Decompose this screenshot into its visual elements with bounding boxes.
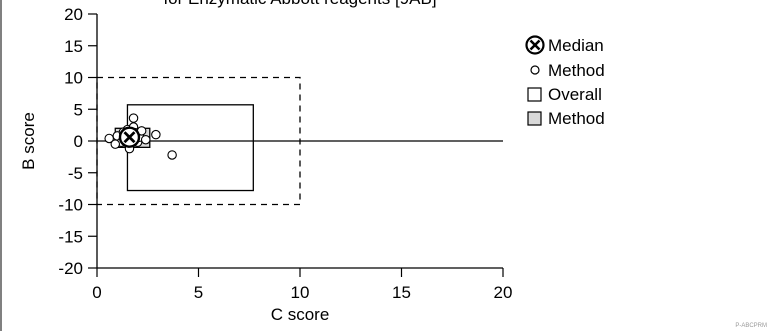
legend-label-method-box: Method xyxy=(548,109,605,128)
legend-median-icon xyxy=(525,35,545,55)
legend-overall-box-icon xyxy=(527,87,542,102)
footer-code: P-ABCPRM xyxy=(735,323,767,329)
method-point-14 xyxy=(151,129,161,140)
chart-title: for Enzymatic Abbott reagents [9AB] xyxy=(163,0,436,8)
x-tick-label-2: 10 xyxy=(291,283,310,302)
method-point-13 xyxy=(140,134,151,145)
y-axis-title: B score xyxy=(19,112,38,170)
legend-method-box-icon xyxy=(527,111,542,126)
legend-method-point-icon xyxy=(530,65,540,75)
y-tick-label-6: -10 xyxy=(58,196,83,215)
x-tick-label-4: 20 xyxy=(494,283,513,302)
median-cross-b xyxy=(123,131,136,144)
y-ticks: 20 15 10 5 0 -5 -10 -15 -20 xyxy=(58,5,97,278)
y-tick-label-1: 15 xyxy=(64,37,83,56)
method-points xyxy=(104,113,177,160)
x-tick-label-1: 5 xyxy=(194,283,203,302)
y-tick-label-8: -20 xyxy=(58,259,83,278)
legend-label-median: Median xyxy=(548,36,604,55)
method-point-15 xyxy=(167,150,177,160)
method-point-7 xyxy=(128,113,139,123)
y-tick-label-3: 5 xyxy=(74,100,83,119)
x-tick-label-0: 0 xyxy=(92,283,101,302)
x-axis-title: C score xyxy=(271,305,330,324)
median-marker xyxy=(118,126,141,148)
method-point-16 xyxy=(110,139,121,149)
x-tick-label-3: 15 xyxy=(392,283,411,302)
legend-label-overall: Overall xyxy=(548,85,602,104)
x-ticks: 0 5 10 15 20 xyxy=(92,268,512,302)
y-tick-label-0: 20 xyxy=(64,5,83,24)
legend-label-method-points: Method xyxy=(548,61,605,80)
y-tick-label-4: 0 xyxy=(74,132,83,151)
y-tick-label-2: 10 xyxy=(64,69,83,88)
y-tick-label-7: -15 xyxy=(58,227,83,246)
y-tick-label-5: -5 xyxy=(68,164,83,183)
legend: Median Method Overall Method xyxy=(525,35,605,128)
